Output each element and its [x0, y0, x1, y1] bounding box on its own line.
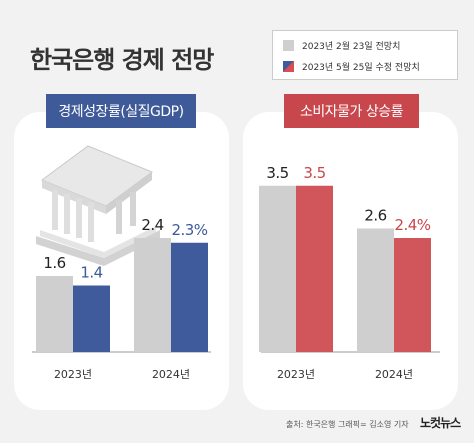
- bank-building-icon: [36, 145, 160, 266]
- cpi-value-label-0-0: 3.5: [266, 164, 288, 182]
- gdp-value-label-0-0: 1.6: [43, 254, 65, 272]
- cpi-bar-1-0: [357, 228, 394, 352]
- gdp-bar-1-0: [134, 238, 171, 352]
- cpi-value-label-1-1: 2.4%: [394, 216, 430, 234]
- cpi-chart-title: 소비자물가 상승률: [284, 94, 419, 128]
- legend-item-initial: 2023년 2월 23일 전망치: [283, 39, 400, 52]
- legend-item-revised: 2023년 5월 25일 수정 전망치: [283, 60, 420, 73]
- page-title: 한국은행 경제 전망: [30, 46, 214, 74]
- legend-swatch-split: [283, 61, 294, 72]
- cpi-value-label-0-1: 3.5: [303, 164, 325, 182]
- cpi-bar-0-1: [296, 185, 333, 352]
- cpi-bar-1-1: [394, 238, 431, 352]
- source-credit: 출처: 한국은행 그래픽= 김소영 기자: [286, 420, 409, 429]
- gdp-bar-0-1: [73, 285, 110, 352]
- cpi-value-label-1-0: 2.6: [364, 207, 386, 225]
- gdp-value-label-1-0: 2.4: [141, 216, 163, 234]
- gdp-category-label-1: 2024년: [152, 368, 190, 381]
- legend-swatch-gray: [283, 40, 294, 51]
- cpi-bar-0-0: [259, 185, 296, 352]
- legend-label-initial: 2023년 2월 23일 전망치: [302, 42, 401, 52]
- gdp-value-label-0-1: 1.4: [80, 264, 102, 282]
- legend-label-revised: 2023년 5월 25일 수정 전망치: [302, 63, 420, 73]
- gdp-bar-1-1: [171, 242, 208, 352]
- gdp-bar-0-0: [36, 276, 73, 352]
- gdp-value-label-1-1: 2.3%: [171, 221, 207, 239]
- news-logo: 노컷뉴스: [420, 416, 461, 430]
- cpi-category-label-0: 2023년: [277, 368, 315, 381]
- gdp-chart-title: 경제성장률(실질GDP): [46, 94, 196, 128]
- gdp-category-label-0: 2023년: [54, 368, 92, 381]
- legend: 2023년 2월 23일 전망치 2023년 5월 25일 수정 전망치: [272, 30, 458, 80]
- cpi-category-label-1: 2024년: [375, 368, 413, 381]
